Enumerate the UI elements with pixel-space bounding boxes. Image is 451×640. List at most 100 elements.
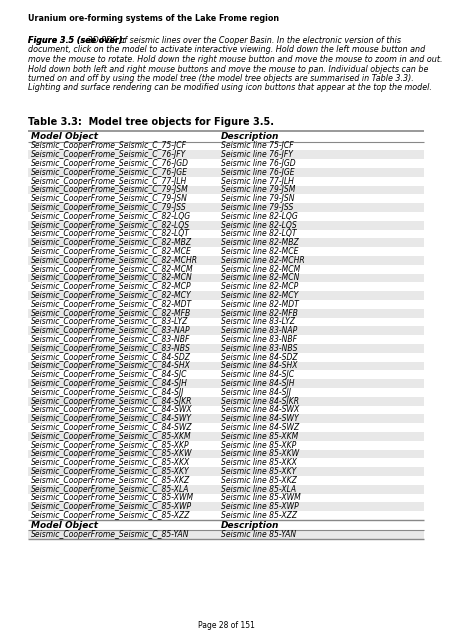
Bar xyxy=(28,379,423,388)
Text: Seismic_CooperFrome_Seismic_C_85-XWP: Seismic_CooperFrome_Seismic_C_85-XWP xyxy=(31,502,192,511)
Bar xyxy=(28,414,423,423)
Text: Seismic_CooperFrome_Seismic_C_85-XLA: Seismic_CooperFrome_Seismic_C_85-XLA xyxy=(31,484,189,493)
Text: Seismic line 82-MCP: Seismic line 82-MCP xyxy=(221,282,298,291)
Bar xyxy=(28,531,423,539)
Text: Seismic line 79-JSN: Seismic line 79-JSN xyxy=(221,194,294,204)
Text: Lighting and surface rendering can be modified using icon buttons that appear at: Lighting and surface rendering can be mo… xyxy=(28,83,431,93)
Text: Seismic_CooperFrome_Seismic_C_82-MDT: Seismic_CooperFrome_Seismic_C_82-MDT xyxy=(31,300,192,308)
Bar xyxy=(28,362,423,371)
Text: Seismic line 83-NBS: Seismic line 83-NBS xyxy=(221,344,297,353)
Bar xyxy=(28,326,423,335)
Bar xyxy=(28,502,423,511)
Text: Seismic_CooperFrome_Seismic_C_82-MCY: Seismic_CooperFrome_Seismic_C_82-MCY xyxy=(31,291,191,300)
Bar xyxy=(28,203,423,212)
Text: Seismic line 85-XKZ: Seismic line 85-XKZ xyxy=(221,476,296,485)
Text: Seismic line 85-XKY: Seismic line 85-XKY xyxy=(221,467,295,476)
Text: Model Object: Model Object xyxy=(31,521,98,530)
Bar xyxy=(28,131,423,141)
Text: Seismic_CooperFrome_Seismic_C_84-SHX: Seismic_CooperFrome_Seismic_C_84-SHX xyxy=(31,362,190,371)
Text: Seismic_CooperFrome_Seismic_C_84-SJH: Seismic_CooperFrome_Seismic_C_84-SJH xyxy=(31,379,188,388)
Bar xyxy=(28,265,423,273)
Bar xyxy=(28,273,423,282)
Text: Seismic_CooperFrome_Seismic_C_85-XZZ: Seismic_CooperFrome_Seismic_C_85-XZZ xyxy=(31,511,190,520)
Bar xyxy=(28,484,423,493)
Bar xyxy=(28,247,423,256)
Text: Seismic_CooperFrome_Seismic_C_82-MCN: Seismic_CooperFrome_Seismic_C_82-MCN xyxy=(31,273,192,282)
Text: Seismic line 85-XWM: Seismic line 85-XWM xyxy=(221,493,300,502)
Bar xyxy=(28,432,423,441)
Bar xyxy=(28,308,423,317)
Text: Seismic_CooperFrome_Seismic_C_84-SWY: Seismic_CooperFrome_Seismic_C_84-SWY xyxy=(31,414,192,423)
Text: Seismic line 84-SJKR: Seismic line 84-SJKR xyxy=(221,397,299,406)
Text: Seismic line 79-JSS: Seismic line 79-JSS xyxy=(221,203,293,212)
Text: Seismic_CooperFrome_Seismic_C_82-MCP: Seismic_CooperFrome_Seismic_C_82-MCP xyxy=(31,282,191,291)
Text: Seismic line 79-JSM: Seismic line 79-JSM xyxy=(221,186,295,195)
Text: Seismic line 82-MCY: Seismic line 82-MCY xyxy=(221,291,298,300)
Text: Seismic_CooperFrome_Seismic_C_85-XKX: Seismic_CooperFrome_Seismic_C_85-XKX xyxy=(31,458,190,467)
Text: Seismic line 85-XKW: Seismic line 85-XKW xyxy=(221,449,299,458)
Text: Seismic_CooperFrome_Seismic_C_84-SJKR: Seismic_CooperFrome_Seismic_C_84-SJKR xyxy=(31,397,192,406)
Text: Seismic_CooperFrome_Seismic_C_79-JSN: Seismic_CooperFrome_Seismic_C_79-JSN xyxy=(31,194,188,204)
Bar xyxy=(28,150,423,159)
Bar xyxy=(28,212,423,221)
Text: Seismic line 84-SDZ: Seismic line 84-SDZ xyxy=(221,353,297,362)
Text: Seismic_CooperFrome_Seismic_C_84-SJJ: Seismic_CooperFrome_Seismic_C_84-SJJ xyxy=(31,388,184,397)
Bar xyxy=(28,186,423,195)
Text: Seismic_CooperFrome_Seismic_C_82-LQT: Seismic_CooperFrome_Seismic_C_82-LQT xyxy=(31,229,189,238)
Text: Seismic_CooperFrome_Seismic_C_85-XKW: Seismic_CooperFrome_Seismic_C_85-XKW xyxy=(31,449,192,458)
Bar xyxy=(28,168,423,177)
Text: Figure 3.5 (see over):: Figure 3.5 (see over): xyxy=(28,36,128,45)
Text: Seismic_CooperFrome_Seismic_C_84-SDZ: Seismic_CooperFrome_Seismic_C_84-SDZ xyxy=(31,353,191,362)
Bar xyxy=(28,291,423,300)
Text: Seismic_CooperFrome_Seismic_C_82-MFB: Seismic_CooperFrome_Seismic_C_82-MFB xyxy=(31,308,191,317)
Text: turned on and off by using the model tree (the model tree objects are summarised: turned on and off by using the model tre… xyxy=(28,74,413,83)
Text: Seismic line 84-SWY: Seismic line 84-SWY xyxy=(221,414,298,423)
Bar xyxy=(28,141,423,150)
Text: Seismic line 85-XZZ: Seismic line 85-XZZ xyxy=(221,511,296,520)
Text: Seismic line 84-SHX: Seismic line 84-SHX xyxy=(221,362,297,371)
Text: Seismic line 83-NAP: Seismic line 83-NAP xyxy=(221,326,297,335)
Text: Seismic_CooperFrome_Seismic_C_82-MCHR: Seismic_CooperFrome_Seismic_C_82-MCHR xyxy=(31,256,198,265)
Text: Seismic_CooperFrome_Seismic_C_85-XWM: Seismic_CooperFrome_Seismic_C_85-XWM xyxy=(31,493,193,502)
Text: Seismic line 82-LQG: Seismic line 82-LQG xyxy=(221,212,297,221)
Bar xyxy=(28,397,423,406)
Text: Hold down both left and right mouse buttons and move the mouse to pan. Individua: Hold down both left and right mouse butt… xyxy=(28,65,428,74)
Text: Seismic line 84-SWZ: Seismic line 84-SWZ xyxy=(221,423,299,432)
Text: Description: Description xyxy=(221,132,279,141)
Text: Seismic_CooperFrome_Seismic_C_84-SWX: Seismic_CooperFrome_Seismic_C_84-SWX xyxy=(31,405,192,415)
Text: Seismic line 82-MBZ: Seismic line 82-MBZ xyxy=(221,238,298,247)
Text: Seismic_CooperFrome_Seismic_C_85-XKM: Seismic_CooperFrome_Seismic_C_85-XKM xyxy=(31,432,191,441)
Bar xyxy=(28,423,423,432)
Bar xyxy=(28,230,423,238)
Text: move the mouse to rotate. Hold down the right mouse button and move the mouse to: move the mouse to rotate. Hold down the … xyxy=(28,55,442,64)
Text: Uranium ore-forming systems of the Lake Frome region: Uranium ore-forming systems of the Lake … xyxy=(28,14,279,23)
Text: Seismic_CooperFrome_Seismic_C_82-LQS: Seismic_CooperFrome_Seismic_C_82-LQS xyxy=(31,221,190,230)
Text: Seismic line 82-MCM: Seismic line 82-MCM xyxy=(221,264,299,274)
Bar xyxy=(28,520,423,531)
Text: Seismic line 84-SJC: Seismic line 84-SJC xyxy=(221,370,294,379)
Text: Seismic_CooperFrome_Seismic_C_83-NBS: Seismic_CooperFrome_Seismic_C_83-NBS xyxy=(31,344,190,353)
Text: Seismic line 76-JGE: Seismic line 76-JGE xyxy=(221,168,294,177)
Text: Seismic_CooperFrome_Seismic_C_85-XKZ: Seismic_CooperFrome_Seismic_C_85-XKZ xyxy=(31,476,190,485)
Bar xyxy=(28,449,423,458)
Bar xyxy=(28,371,423,379)
Text: Seismic_CooperFrome_Seismic_C_77-JLH: Seismic_CooperFrome_Seismic_C_77-JLH xyxy=(31,177,187,186)
Text: Seismic line 82-MFB: Seismic line 82-MFB xyxy=(221,308,297,317)
Bar xyxy=(28,221,423,230)
Text: Seismic line 85-XKP: Seismic line 85-XKP xyxy=(221,440,295,450)
Text: Seismic line 76-JFY: Seismic line 76-JFY xyxy=(221,150,292,159)
Text: Page 28 of 151: Page 28 of 151 xyxy=(197,621,254,630)
Text: Seismic line 75-JCF: Seismic line 75-JCF xyxy=(221,141,293,150)
Text: Seismic line 83-NBF: Seismic line 83-NBF xyxy=(221,335,296,344)
Text: Model Object: Model Object xyxy=(31,132,98,141)
Bar xyxy=(28,511,423,520)
Text: Seismic line 84-SJH: Seismic line 84-SJH xyxy=(221,379,294,388)
Text: Seismic line 82-MDT: Seismic line 82-MDT xyxy=(221,300,298,308)
Bar xyxy=(28,344,423,353)
Text: Seismic_CooperFrome_Seismic_C_85-XKY: Seismic_CooperFrome_Seismic_C_85-XKY xyxy=(31,467,189,476)
Text: Seismic_CooperFrome_Seismic_C_79-JSM: Seismic_CooperFrome_Seismic_C_79-JSM xyxy=(31,186,189,195)
Text: Seismic line 85-XKM: Seismic line 85-XKM xyxy=(221,432,298,441)
Bar xyxy=(28,493,423,502)
Text: Table 3.3:  Model tree objects for Figure 3.5.: Table 3.3: Model tree objects for Figure… xyxy=(28,117,273,127)
Text: Description: Description xyxy=(221,521,279,530)
